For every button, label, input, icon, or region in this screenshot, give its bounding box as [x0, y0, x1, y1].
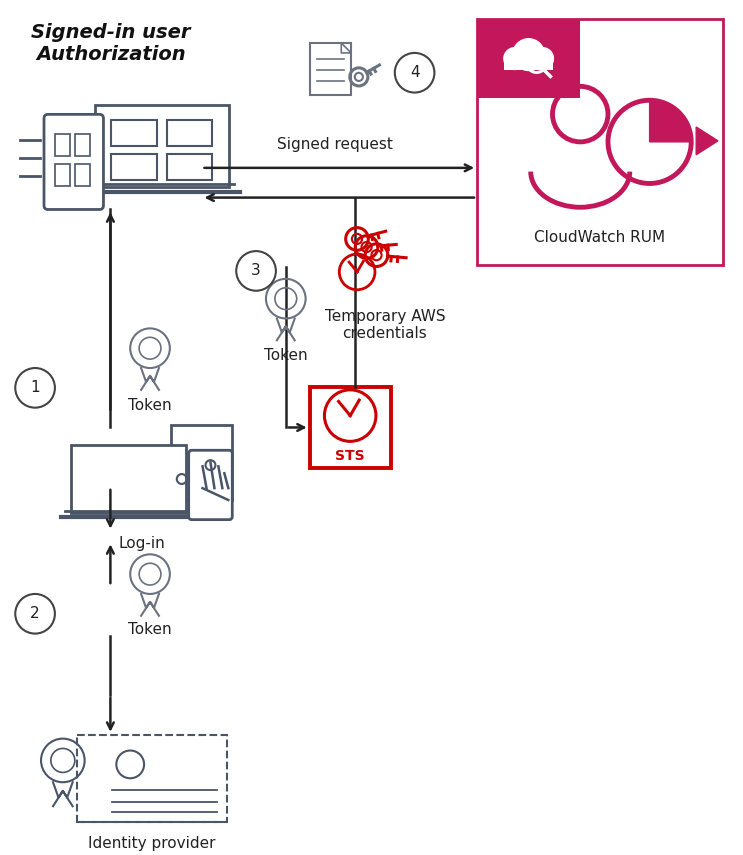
FancyBboxPatch shape [94, 105, 230, 186]
FancyBboxPatch shape [477, 19, 723, 265]
Text: Log-in: Log-in [119, 536, 166, 551]
Circle shape [531, 48, 554, 69]
FancyBboxPatch shape [171, 425, 233, 500]
FancyBboxPatch shape [71, 445, 186, 513]
FancyBboxPatch shape [55, 164, 70, 186]
FancyBboxPatch shape [189, 451, 233, 520]
FancyBboxPatch shape [477, 19, 580, 97]
Text: 2: 2 [30, 606, 40, 622]
Polygon shape [696, 127, 718, 155]
Text: 3: 3 [251, 263, 261, 279]
FancyBboxPatch shape [310, 386, 391, 468]
Text: Temporary AWS
credentials: Temporary AWS credentials [325, 309, 445, 341]
Text: 1: 1 [30, 380, 40, 395]
Text: Token: Token [129, 622, 172, 637]
Text: Signed-in user
Authorization: Signed-in user Authorization [31, 23, 191, 64]
Text: Identity provider: Identity provider [88, 835, 215, 851]
FancyBboxPatch shape [167, 154, 212, 180]
FancyBboxPatch shape [111, 121, 157, 146]
FancyBboxPatch shape [111, 154, 157, 180]
FancyBboxPatch shape [75, 134, 90, 156]
Circle shape [504, 48, 525, 69]
FancyBboxPatch shape [504, 59, 554, 70]
Text: CloudWatch RUM: CloudWatch RUM [534, 230, 666, 245]
Text: STS: STS [335, 449, 365, 463]
Polygon shape [649, 100, 691, 142]
FancyBboxPatch shape [310, 43, 351, 95]
Circle shape [513, 38, 545, 70]
Text: Token: Token [129, 398, 172, 413]
Text: Token: Token [264, 348, 308, 363]
FancyBboxPatch shape [75, 164, 90, 186]
FancyBboxPatch shape [167, 121, 212, 146]
FancyBboxPatch shape [55, 134, 70, 156]
FancyBboxPatch shape [44, 115, 103, 209]
Text: Signed request: Signed request [277, 137, 393, 152]
FancyBboxPatch shape [77, 734, 227, 822]
Text: 4: 4 [410, 65, 419, 80]
